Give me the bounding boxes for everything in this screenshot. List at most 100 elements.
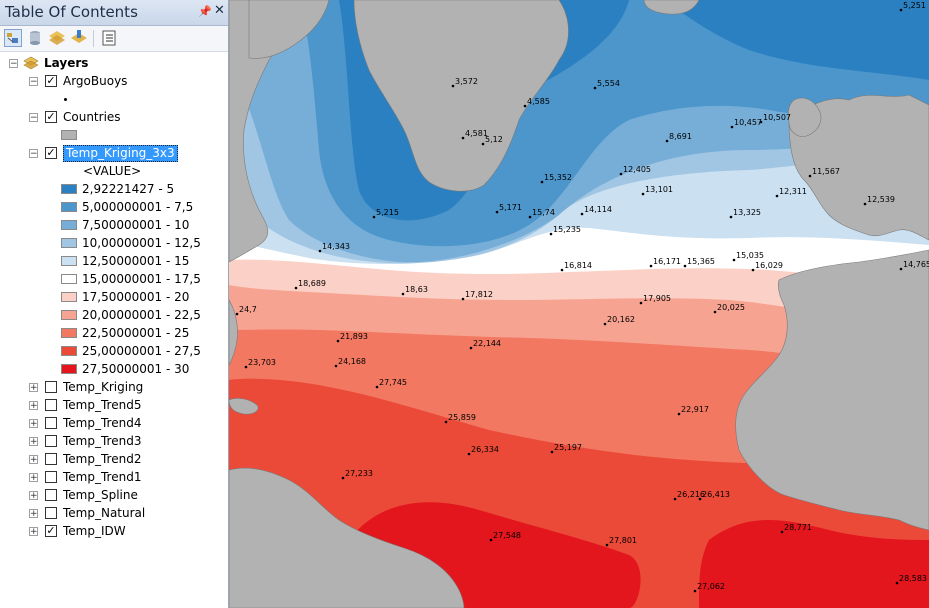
layer-visibility-checkbox[interactable] [45, 399, 57, 411]
layer-row-temp-trend2[interactable]: + Temp_Trend2 [0, 450, 228, 468]
layer-row-countries[interactable]: − ✓ Countries [0, 108, 228, 126]
buoy-point[interactable] [693, 589, 697, 593]
expand-icon[interactable]: + [29, 419, 38, 429]
layer-row-temp-kriging[interactable]: + Temp_Kriging [0, 378, 228, 396]
buoy-point[interactable] [698, 497, 702, 501]
options-icon[interactable] [100, 29, 118, 47]
buoy-point[interactable] [461, 136, 465, 140]
layer-visibility-checkbox[interactable] [45, 471, 57, 483]
expand-icon[interactable]: + [29, 437, 38, 447]
layer-name[interactable]: Temp_Natural [63, 506, 146, 520]
buoy-point[interactable] [580, 212, 584, 216]
buoy-point[interactable] [341, 476, 345, 480]
layer-name[interactable]: Temp_Trend5 [63, 398, 142, 412]
collapse-icon[interactable]: − [29, 149, 38, 159]
buoy-point[interactable] [751, 268, 755, 272]
buoy-point[interactable] [895, 581, 899, 585]
buoy-point[interactable] [639, 301, 643, 305]
buoy-point[interactable] [549, 232, 553, 236]
expand-icon[interactable]: + [29, 455, 38, 465]
buoy-point[interactable] [375, 385, 379, 389]
list-by-drawing-order-icon[interactable] [4, 29, 22, 47]
buoy-point[interactable] [729, 215, 733, 219]
list-by-source-icon[interactable] [26, 29, 44, 47]
buoy-point[interactable] [528, 215, 532, 219]
map-view[interactable]: 5,251 3,572 5,554 4,585 4,581 5,12 10,457 10,50… [229, 0, 929, 608]
buoy-point[interactable] [469, 346, 473, 350]
layer-name[interactable]: Temp_Kriging_3x3 [63, 145, 178, 162]
buoy-point[interactable] [467, 452, 471, 456]
buoy-point[interactable] [780, 530, 784, 534]
buoy-point[interactable] [899, 267, 903, 271]
close-icon[interactable]: ✕ [214, 3, 225, 18]
buoy-point[interactable] [372, 215, 376, 219]
layer-visibility-checkbox[interactable] [45, 417, 57, 429]
layer-row-temp-trend5[interactable]: + Temp_Trend5 [0, 396, 228, 414]
layer-row-temp-trend1[interactable]: + Temp_Trend1 [0, 468, 228, 486]
buoy-point[interactable] [560, 268, 564, 272]
layer-row-temp-trend3[interactable]: + Temp_Trend3 [0, 432, 228, 450]
layer-row-temp-natural[interactable]: + Temp_Natural [0, 504, 228, 522]
layer-name[interactable]: Temp_Trend4 [63, 416, 142, 430]
layer-visibility-checkbox[interactable] [45, 381, 57, 393]
buoy-point[interactable] [730, 125, 734, 129]
buoy-point[interactable] [603, 322, 607, 326]
collapse-icon[interactable]: − [29, 77, 38, 87]
buoy-point[interactable] [665, 139, 669, 143]
buoy-point[interactable] [318, 249, 322, 253]
buoy-point[interactable] [336, 339, 340, 343]
buoy-point[interactable] [677, 412, 681, 416]
buoy-point[interactable] [808, 174, 812, 178]
buoy-point[interactable] [235, 312, 239, 316]
expand-icon[interactable]: + [29, 401, 38, 411]
buoy-point[interactable] [481, 142, 485, 146]
layer-name[interactable]: Countries [63, 110, 121, 124]
buoy-point[interactable] [899, 8, 903, 12]
layer-visibility-checkbox[interactable]: ✓ [45, 524, 57, 537]
buoy-point[interactable] [713, 310, 717, 314]
buoy-point[interactable] [649, 264, 653, 268]
buoy-point[interactable] [605, 543, 609, 547]
layer-visibility-checkbox[interactable] [45, 453, 57, 465]
layer-visibility-checkbox[interactable]: ✓ [45, 74, 57, 87]
buoy-point[interactable] [334, 364, 338, 368]
expand-icon[interactable]: + [29, 491, 38, 501]
expand-icon[interactable]: + [29, 527, 38, 537]
layer-row-argobuoys[interactable]: − ✓ ArgoBuoys [0, 72, 228, 90]
expand-icon[interactable]: + [29, 509, 38, 519]
pin-icon[interactable]: 📌 [198, 5, 212, 18]
layer-row-temp-kriging-3x3[interactable]: − ✓ Temp_Kriging_3x3 [0, 144, 228, 162]
collapse-icon[interactable]: − [29, 113, 38, 123]
buoy-point[interactable] [401, 292, 405, 296]
buoy-point[interactable] [759, 120, 763, 124]
buoy-point[interactable] [673, 497, 677, 501]
buoy-point[interactable] [294, 286, 298, 290]
buoy-point[interactable] [593, 86, 597, 90]
buoy-point[interactable] [683, 264, 687, 268]
buoy-point[interactable] [540, 180, 544, 184]
layer-name[interactable]: Temp_Trend3 [63, 434, 142, 448]
layer-name[interactable]: Temp_IDW [63, 524, 126, 538]
buoy-point[interactable] [244, 365, 248, 369]
buoy-point[interactable] [495, 210, 499, 214]
layer-name[interactable]: Temp_Trend2 [63, 452, 142, 466]
layer-visibility-checkbox[interactable] [45, 435, 57, 447]
layer-name[interactable]: Temp_Spline [63, 488, 138, 502]
layer-visibility-checkbox[interactable] [45, 507, 57, 519]
layer-visibility-checkbox[interactable]: ✓ [45, 146, 57, 159]
layer-row-temp-trend4[interactable]: + Temp_Trend4 [0, 414, 228, 432]
buoy-point[interactable] [444, 420, 448, 424]
buoy-point[interactable] [451, 84, 455, 88]
layer-name[interactable]: Temp_Trend1 [63, 470, 142, 484]
list-by-selection-icon[interactable] [70, 29, 88, 47]
buoy-point[interactable] [775, 194, 779, 198]
buoy-point[interactable] [523, 104, 527, 108]
layer-visibility-checkbox[interactable] [45, 489, 57, 501]
layer-visibility-checkbox[interactable]: ✓ [45, 110, 57, 123]
layer-row-temp-idw[interactable]: + ✓ Temp_IDW [0, 522, 228, 540]
layer-name[interactable]: ArgoBuoys [63, 74, 128, 88]
buoy-point[interactable] [863, 202, 867, 206]
expand-icon[interactable]: + [29, 473, 38, 483]
layer-row-temp-spline[interactable]: + Temp_Spline [0, 486, 228, 504]
